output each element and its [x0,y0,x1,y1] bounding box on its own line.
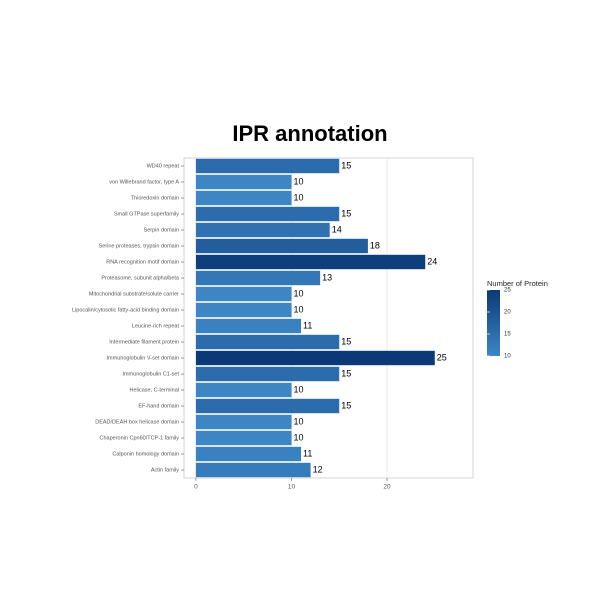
value-label: 15 [341,160,351,170]
y-tick-label: Chaperonin Cpn60/TCP-1 family [100,435,180,441]
value-label: 10 [293,176,303,186]
bar [195,350,435,366]
y-tick-label: Serine proteases, trypsin domain [99,243,179,249]
value-label: 10 [293,192,303,202]
bar [195,286,292,302]
x-tick-label: 0 [194,484,198,491]
chart-title: IPR annotation [232,121,387,146]
y-tick-label: von Willebrand factor, type A [109,179,179,185]
bar [195,398,340,414]
legend-title: Number of Protein [487,279,548,288]
value-label: 13 [322,272,332,282]
colorbar-tick-label: 15 [504,332,511,338]
colorbar [487,290,500,356]
bar [195,254,426,270]
y-tick-label: Immunoglobulin C1-set [122,371,179,377]
bar [195,238,368,254]
y-tick-label: Small GTPase superfamily [114,211,179,217]
bar [195,382,292,398]
bar [195,462,311,478]
bar [195,158,340,174]
value-label: 15 [341,208,351,218]
y-tick-label: Calponin homology domain [112,451,179,457]
value-label: 10 [293,384,303,394]
value-label: 10 [293,416,303,426]
bar [195,222,330,238]
colorbar-tick-label: 10 [504,354,511,360]
bar [195,414,292,430]
y-tick-label: DEAD/DEAH box helicase domain [95,419,179,425]
value-label: 12 [313,464,323,474]
bar [195,334,340,350]
value-label: 14 [332,224,342,234]
y-tick-label: Serpin domain [144,227,179,233]
y-tick-label: Intermediate filament protein [109,339,179,345]
bar [195,190,292,206]
value-label: 11 [303,448,312,458]
y-tick-label: WD40 repeat [147,163,180,169]
y-tick-label: Proteasome, subunit alpha/beta [101,275,180,281]
y-tick-label: Leucine-rich repeat [132,323,180,329]
value-label: 10 [293,432,303,442]
colorbar-tick-label: 20 [504,310,511,316]
value-label: 25 [437,352,447,362]
y-tick-label: RNA recognition motif domain [106,259,179,265]
bar [195,302,292,318]
value-label: 18 [370,240,380,250]
value-label: 15 [341,336,351,346]
y-tick-label: Immunoglobulin V-set domain [107,355,179,361]
x-tick-label: 10 [288,484,296,491]
x-tick-label: 20 [383,484,391,491]
bar [195,270,321,286]
y-tick-label: Actin family [151,467,179,473]
value-label: 11 [303,320,312,330]
bar [195,174,292,190]
y-tick-label: EF-hand domain [138,403,179,409]
y-tick-label: Lipocalin/cytosolic fatty-acid binding d… [72,307,179,313]
colorbar-tick-label: 25 [504,288,511,294]
value-label: 10 [293,288,303,298]
bar [195,430,292,446]
value-label: 24 [427,256,437,266]
y-tick-label: Mitochondrial substrate/solute carrier [89,291,179,297]
y-tick-label: Helicase, C-terminal [129,387,179,393]
value-label: 10 [293,304,303,314]
bar [195,318,302,334]
value-label: 15 [341,400,351,410]
value-label: 15 [341,368,351,378]
y-tick-label: Thioredoxin domain [131,195,179,201]
bar [195,206,340,222]
bar [195,366,340,382]
plot-panel [183,157,474,479]
bar [195,446,302,462]
